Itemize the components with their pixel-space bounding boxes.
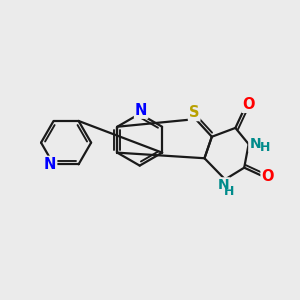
Text: S: S [189, 105, 200, 120]
Text: H: H [224, 185, 234, 198]
Text: O: O [262, 169, 274, 184]
Text: H: H [260, 141, 270, 154]
Text: O: O [242, 97, 255, 112]
Text: N: N [44, 157, 56, 172]
Text: N: N [135, 103, 147, 118]
Text: N: N [249, 137, 261, 151]
Text: N: N [218, 178, 230, 192]
